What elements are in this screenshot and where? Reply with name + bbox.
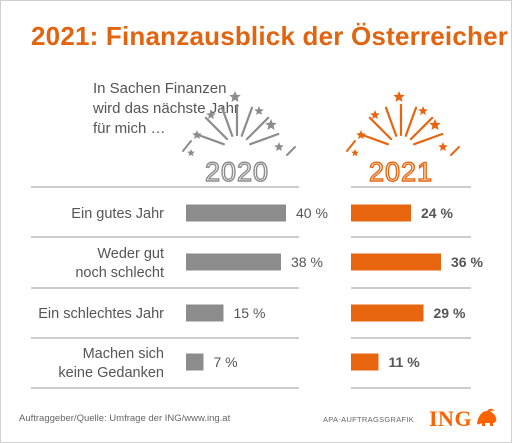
lion-logo-icon xyxy=(477,408,497,426)
star-icon xyxy=(356,130,366,139)
category-label: Machen sich keine Gedanken xyxy=(58,346,164,381)
star-icon xyxy=(192,130,202,139)
firework-ray xyxy=(368,116,393,141)
star-icon xyxy=(393,91,405,102)
firework-ray xyxy=(240,106,254,137)
bar-2021-1 xyxy=(351,253,441,271)
firework-ray xyxy=(286,146,296,156)
star-icon xyxy=(206,110,216,119)
star-icon xyxy=(438,142,448,151)
category-label: Ein gutes Jahr xyxy=(71,206,164,222)
value-label: 38 % xyxy=(291,254,323,270)
firework-ray xyxy=(220,106,234,137)
value-label: 24 % xyxy=(421,205,453,221)
firework-ray xyxy=(404,106,418,137)
star-icon xyxy=(370,110,380,119)
chart-title: 2021: Finanzausblick der Österreicher xyxy=(31,21,509,51)
category-label: Ein schlechtes Jahr xyxy=(38,306,164,322)
firework-ray xyxy=(346,140,356,152)
star-icon xyxy=(429,119,441,130)
value-label: 36 % xyxy=(451,254,483,270)
star-icon xyxy=(351,149,359,157)
bar-2020-3 xyxy=(186,353,204,371)
source-note: Auftraggeber/Quelle: Umfrage der ING/www… xyxy=(19,413,231,424)
value-label: 11 % xyxy=(389,354,421,370)
firework-ray xyxy=(413,132,444,146)
year-header: 2021 xyxy=(369,157,433,187)
value-label: 29 % xyxy=(434,305,466,321)
firework-ray xyxy=(450,146,460,156)
star-icon xyxy=(187,149,195,157)
bar-2021-3 xyxy=(351,353,379,371)
bar-2020-0 xyxy=(186,204,286,222)
firework-ray xyxy=(409,116,434,141)
firework-ray xyxy=(358,132,389,146)
firework-ray xyxy=(194,132,225,146)
firework-ray xyxy=(245,116,270,141)
star-icon xyxy=(265,119,277,130)
category-label: Weder gut noch schlecht xyxy=(75,246,164,281)
star-icon xyxy=(418,106,428,115)
ing-logo-text: ING xyxy=(429,406,473,431)
bar-2020-2 xyxy=(186,304,224,322)
agency-credit: APA-AUFTRAGSGRAFIK xyxy=(323,415,415,424)
year-header: 2020 xyxy=(205,157,269,187)
question-text: In Sachen Finanzen wird das nächste Jahr… xyxy=(93,80,239,137)
bar-2021-0 xyxy=(351,204,411,222)
value-label: 15 % xyxy=(234,305,266,321)
bar-2020-1 xyxy=(186,253,281,271)
firework-ray xyxy=(384,106,398,137)
bar-2021-2 xyxy=(351,304,424,322)
star-icon xyxy=(254,106,264,115)
value-label: 40 % xyxy=(296,205,328,221)
firework-ray xyxy=(182,140,192,152)
firework-ray xyxy=(204,116,229,141)
star-icon xyxy=(274,142,284,151)
value-label: 7 % xyxy=(214,354,238,370)
firework-ray xyxy=(249,132,280,146)
star-icon xyxy=(229,91,241,102)
